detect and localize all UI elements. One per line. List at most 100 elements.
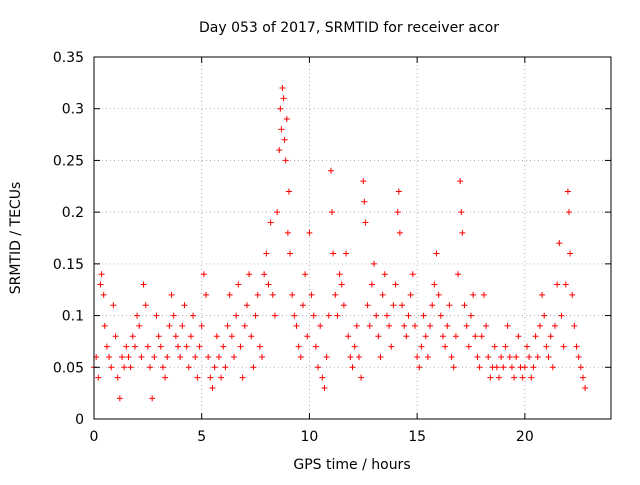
data-point bbox=[261, 271, 268, 278]
data-point bbox=[287, 250, 294, 257]
data-point bbox=[502, 343, 509, 350]
data-point bbox=[209, 384, 216, 391]
data-point bbox=[114, 374, 121, 381]
data-point bbox=[248, 333, 255, 340]
data-point bbox=[420, 312, 427, 319]
y-tick-label: 0.25 bbox=[53, 153, 84, 169]
data-point bbox=[345, 333, 352, 340]
data-point bbox=[142, 302, 149, 309]
data-point bbox=[567, 250, 574, 257]
data-point bbox=[295, 343, 302, 350]
data-point bbox=[127, 364, 134, 371]
x-tick-label: 10 bbox=[301, 429, 319, 445]
data-point bbox=[543, 343, 550, 350]
data-point bbox=[315, 364, 322, 371]
data-point bbox=[577, 364, 584, 371]
data-point bbox=[336, 271, 343, 278]
data-point bbox=[500, 364, 507, 371]
data-point bbox=[256, 343, 263, 350]
data-point bbox=[569, 291, 576, 298]
data-point bbox=[405, 312, 412, 319]
data-point bbox=[373, 312, 380, 319]
data-point bbox=[455, 271, 462, 278]
data-point bbox=[343, 250, 350, 257]
data-point bbox=[276, 147, 283, 154]
data-point bbox=[119, 353, 126, 360]
data-point bbox=[185, 364, 192, 371]
data-point bbox=[144, 343, 151, 350]
data-point bbox=[442, 343, 449, 350]
data-point bbox=[323, 353, 330, 360]
data-point bbox=[285, 188, 292, 195]
data-point bbox=[205, 353, 212, 360]
data-point bbox=[293, 322, 300, 329]
tick-labels: 0 5 10 15 20 0 0.05 0.1 0.15 0.2 0.25 0.3 0.35 bbox=[53, 50, 534, 445]
data-point bbox=[582, 384, 589, 391]
data-point bbox=[138, 353, 145, 360]
data-point bbox=[200, 271, 207, 278]
tick-marks bbox=[93, 56, 611, 420]
data-point bbox=[203, 291, 210, 298]
data-point bbox=[431, 281, 438, 288]
data-point bbox=[534, 353, 541, 360]
data-point bbox=[243, 302, 250, 309]
data-point bbox=[277, 105, 284, 112]
data-point bbox=[271, 312, 278, 319]
data-point bbox=[310, 312, 317, 319]
y-tick-label: 0.35 bbox=[53, 50, 84, 66]
data-point bbox=[427, 322, 434, 329]
data-point bbox=[198, 322, 205, 329]
data-point bbox=[379, 291, 386, 298]
data-point bbox=[394, 209, 401, 216]
data-point bbox=[267, 219, 274, 226]
data-point bbox=[192, 353, 199, 360]
data-point bbox=[491, 343, 498, 350]
data-point bbox=[575, 353, 582, 360]
y-tick-label: 0 bbox=[75, 412, 84, 428]
data-point bbox=[401, 322, 408, 329]
data-point bbox=[459, 229, 466, 236]
data-point bbox=[362, 219, 369, 226]
data-point bbox=[283, 116, 290, 123]
data-point bbox=[233, 312, 240, 319]
data-point bbox=[526, 353, 533, 360]
y-tick-label: 0.05 bbox=[53, 360, 84, 376]
x-axis-title: GPS time / hours bbox=[293, 457, 410, 473]
data-point bbox=[226, 291, 233, 298]
data-point bbox=[358, 374, 365, 381]
data-point bbox=[289, 291, 296, 298]
data-point bbox=[403, 333, 410, 340]
data-point bbox=[155, 333, 162, 340]
data-point bbox=[429, 302, 436, 309]
data-point bbox=[381, 271, 388, 278]
x-tick-label: 5 bbox=[197, 429, 206, 445]
data-point bbox=[263, 250, 270, 257]
data-point bbox=[519, 374, 526, 381]
data-point bbox=[215, 353, 222, 360]
data-point bbox=[181, 302, 188, 309]
data-point bbox=[452, 333, 459, 340]
data-point bbox=[112, 333, 119, 340]
data-point bbox=[164, 353, 171, 360]
data-point bbox=[278, 126, 285, 133]
data-point bbox=[282, 157, 289, 164]
data-point bbox=[414, 353, 421, 360]
data-point bbox=[250, 364, 257, 371]
data-point bbox=[151, 353, 158, 360]
data-point bbox=[565, 209, 572, 216]
data-point bbox=[349, 364, 356, 371]
data-point bbox=[399, 302, 406, 309]
data-point bbox=[571, 322, 578, 329]
data-point bbox=[478, 333, 485, 340]
data-point bbox=[231, 353, 238, 360]
data-point bbox=[162, 374, 169, 381]
data-point bbox=[465, 343, 472, 350]
data-point bbox=[97, 281, 104, 288]
x-tick-label: 0 bbox=[90, 429, 99, 445]
data-point bbox=[467, 312, 474, 319]
data-point bbox=[220, 343, 227, 350]
data-point bbox=[95, 374, 102, 381]
data-point bbox=[532, 333, 539, 340]
